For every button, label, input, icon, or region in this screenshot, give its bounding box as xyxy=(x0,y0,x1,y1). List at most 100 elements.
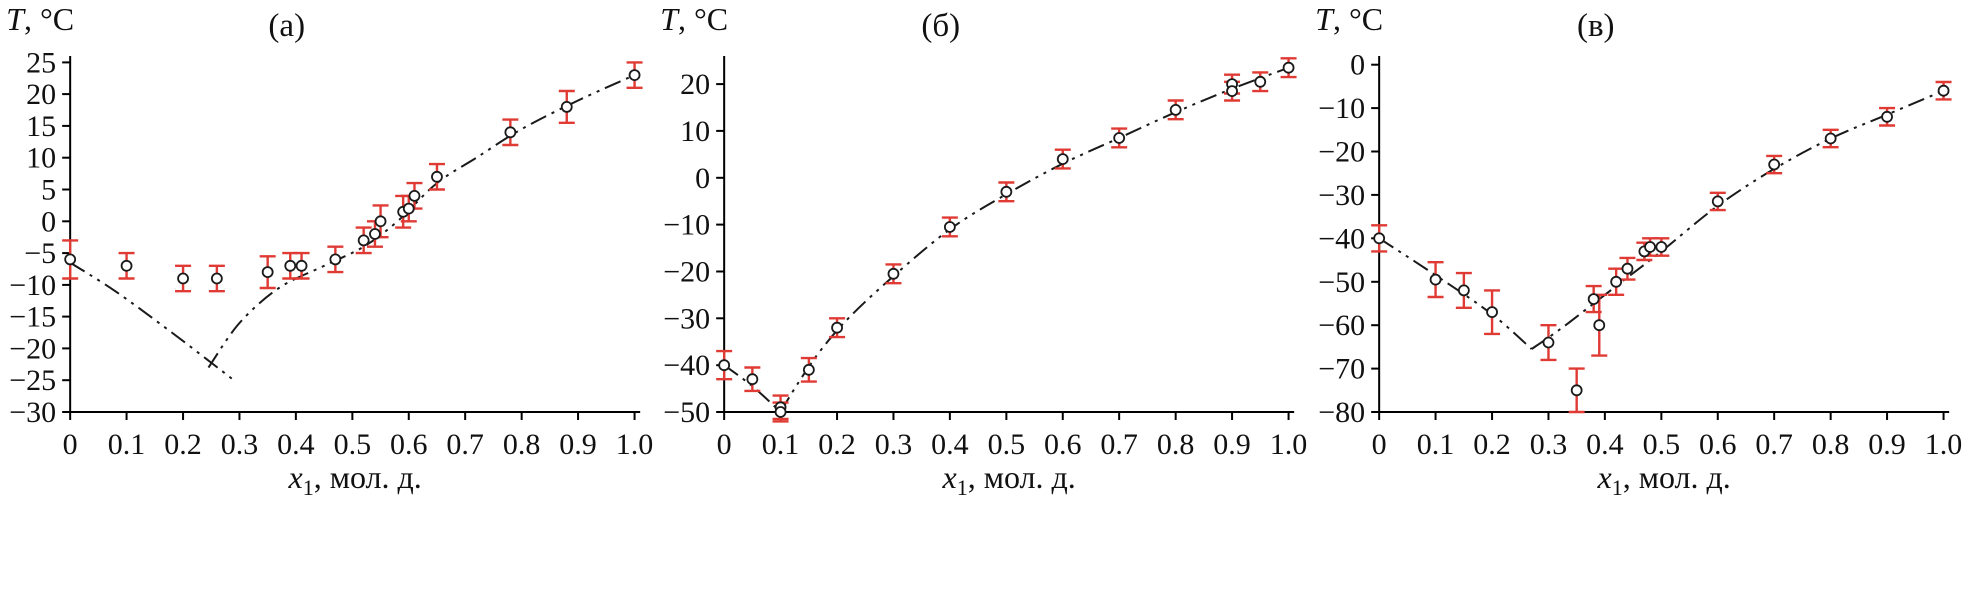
x-axis-title: x1, мол. д. xyxy=(1596,459,1730,500)
y-tick-label: −25 xyxy=(9,364,56,397)
x-tick-label: 0.4 xyxy=(1586,428,1624,461)
x-tick-label: 0.8 xyxy=(1812,428,1850,461)
data-point-marker xyxy=(295,259,308,272)
y-tick-label: 20 xyxy=(26,78,56,111)
data-point-marker xyxy=(944,221,957,233)
data-point-marker xyxy=(628,69,641,81)
data-point-marker xyxy=(1570,384,1583,397)
y-axis-title: T, °C xyxy=(6,1,74,37)
data-point-marker xyxy=(560,101,573,113)
panel-label: (б) xyxy=(922,8,961,44)
data-point-marker xyxy=(374,215,387,228)
data-point-marker xyxy=(718,359,731,372)
y-tick-label: −50 xyxy=(664,396,711,429)
data-point-marker xyxy=(210,272,223,285)
y-tick-label: −20 xyxy=(664,256,711,289)
x-tick-label: 0.8 xyxy=(503,428,541,461)
data-point-marker xyxy=(431,170,443,183)
data-point-marker xyxy=(1587,293,1600,306)
panel-a: 0 0.1 0.2 0.3 0.4 0.5 0.6 0.7 0.8 0.9 1.0 25 20 15 10 5… xyxy=(0,0,654,616)
y-tick-label: −10 xyxy=(9,269,56,302)
curve-branch xyxy=(69,261,235,381)
x-tick-label: 0.3 xyxy=(221,428,259,461)
panel-b: 0 0.1 0.2 0.3 0.4 0.5 0.6 0.7 0.8 0.9 1.0 20 10 0 −10 −… xyxy=(654,0,1308,616)
data-points xyxy=(1372,84,1950,397)
x-tick-label: 0.6 xyxy=(1044,428,1082,461)
x-tick-label: 0.2 xyxy=(164,428,202,461)
panel-label: (а) xyxy=(268,8,305,44)
data-point-marker xyxy=(1457,284,1470,297)
y-tick-label: −10 xyxy=(664,209,711,242)
data-point-marker xyxy=(402,202,415,215)
axis-frame xyxy=(69,56,641,413)
data-point-marker xyxy=(1621,262,1634,275)
x-tick-label: 0.2 xyxy=(819,428,857,461)
panel-a-svg: 0 0.1 0.2 0.3 0.4 0.5 0.6 0.7 0.8 0.9 1.0 252015105… xyxy=(6,1,654,500)
data-point-marker xyxy=(1000,185,1013,198)
x-tick-label: 0.5 xyxy=(334,428,372,461)
x-tick-label: 1.0 xyxy=(1270,428,1308,461)
panel-b-svg: 0 0.1 0.2 0.3 0.4 0.5 0.6 0.7 0.8 0.9 1.0 20 10 0 −10 −… xyxy=(660,1,1308,500)
data-point-marker xyxy=(1057,153,1069,166)
y-tick-label: −40 xyxy=(664,349,711,382)
data-point-marker xyxy=(831,321,844,334)
y-tick-label: 0 xyxy=(695,162,710,195)
y-tick-label: 10 xyxy=(680,115,710,148)
curve-branch xyxy=(780,66,1290,413)
y-tick-label: −20 xyxy=(1318,136,1365,169)
x-tick-label: 0.4 xyxy=(931,428,969,461)
data-point-marker xyxy=(1542,336,1555,349)
x-tick-label: 0 xyxy=(717,428,732,461)
x-tick-label: 0.9 xyxy=(559,428,597,461)
y-tick-label: −60 xyxy=(1318,309,1365,342)
y-tick-label: −20 xyxy=(9,332,56,365)
x-tick-label: 0.1 xyxy=(762,428,800,461)
axes xyxy=(1377,56,1949,413)
y-tick-label: 15 xyxy=(26,110,56,143)
tick-marks xyxy=(62,61,636,420)
data-point-marker xyxy=(803,363,816,376)
y-tick-label: 25 xyxy=(26,46,56,79)
curve-branch xyxy=(207,74,635,369)
x-tick-label: 0.2 xyxy=(1473,428,1511,461)
data-point-marker xyxy=(1880,110,1893,123)
panel-label: (в) xyxy=(1577,8,1615,44)
data-point-marker xyxy=(369,228,381,240)
x-tick-label: 0.3 xyxy=(875,428,913,461)
y-tick-label: −70 xyxy=(1318,353,1365,386)
y-tick-label: 10 xyxy=(26,142,56,175)
data-point-marker xyxy=(1593,319,1605,332)
y-tick-label: −30 xyxy=(664,302,711,335)
y-tick-label: 0 xyxy=(41,205,56,238)
data-point-marker xyxy=(1609,275,1622,288)
curve-branch xyxy=(1378,237,1532,350)
data-point-marker xyxy=(1254,75,1267,88)
data-point-marker xyxy=(120,259,133,272)
data-point-marker xyxy=(1226,85,1239,97)
panel-v-svg: 0 0.1 0.2 0.3 0.4 0.5 0.6 0.7 0.8 0.9 1.0 0 −10 −20 −3… xyxy=(1315,1,1962,500)
data-point-marker xyxy=(261,266,274,279)
data-point-marker xyxy=(329,253,342,266)
data-point-marker xyxy=(1170,104,1182,116)
x-tick-label: 0.5 xyxy=(1642,428,1680,461)
y-tick-label: 5 xyxy=(41,174,56,207)
x-axis-title: x1, мол. д. xyxy=(942,459,1076,500)
data-point-marker xyxy=(887,267,900,280)
tick-labels: 0 0.1 0.2 0.3 0.4 0.5 0.6 0.7 0.8 0.9 1.0 20 10 0 −10 −… xyxy=(664,68,1308,461)
data-point-marker xyxy=(774,406,787,418)
y-axis-title: T, °C xyxy=(1315,1,1383,37)
data-point-marker xyxy=(1937,84,1950,97)
x-tick-label: 0.8 xyxy=(1157,428,1195,461)
x-tick-label: 0.1 xyxy=(1416,428,1454,461)
x-tick-label: 0.7 xyxy=(1101,428,1139,461)
y-tick-label: 20 xyxy=(680,68,710,101)
x-tick-label: 1.0 xyxy=(616,428,654,461)
y-tick-label: −30 xyxy=(1318,179,1365,212)
x-tick-label: 0.6 xyxy=(1699,428,1737,461)
liquidus-curve xyxy=(69,74,635,381)
x-tick-label: 0.3 xyxy=(1529,428,1567,461)
error-bars xyxy=(716,57,1297,423)
tick-marks xyxy=(1370,63,1945,420)
y-tick-label: −5 xyxy=(24,237,56,270)
